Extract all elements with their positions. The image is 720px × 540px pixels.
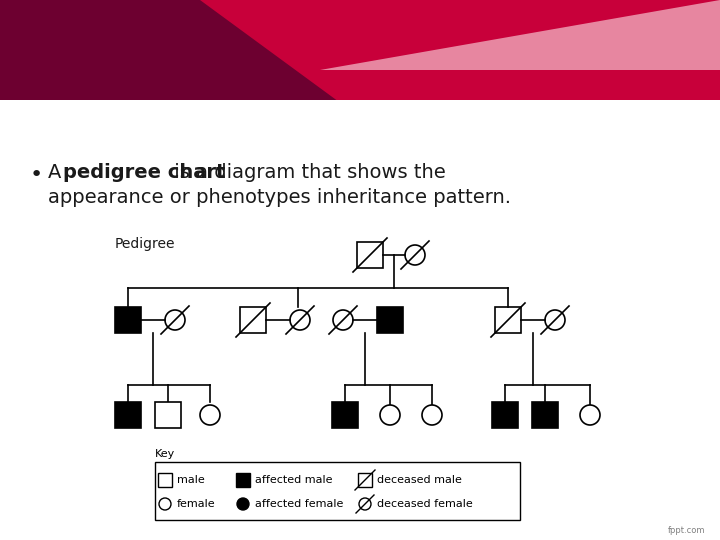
Polygon shape [0, 0, 720, 130]
Bar [115, 402, 141, 428]
Text: Key: Key [155, 449, 175, 459]
Text: appearance or phenotypes inheritance pattern.: appearance or phenotypes inheritance pat… [48, 188, 511, 207]
Text: affected female: affected female [255, 499, 343, 509]
Circle shape [545, 310, 565, 330]
Text: Pedigree: Pedigree [115, 237, 176, 251]
Bar [492, 402, 518, 428]
Bar [532, 402, 558, 428]
Circle shape [359, 498, 371, 510]
Text: deceased female: deceased female [377, 499, 473, 509]
Bar [358, 473, 372, 487]
Circle shape [200, 405, 220, 425]
Bar [155, 402, 181, 428]
Bar [240, 307, 266, 333]
Bar [357, 242, 383, 268]
Text: deceased male: deceased male [377, 475, 462, 485]
Circle shape [580, 405, 600, 425]
Circle shape [380, 405, 400, 425]
Text: pedigree chart: pedigree chart [63, 163, 225, 182]
Text: fppt.com: fppt.com [667, 526, 705, 535]
Circle shape [333, 310, 353, 330]
Text: A: A [48, 163, 68, 182]
Circle shape [165, 310, 185, 330]
Polygon shape [200, 0, 720, 110]
Bar [332, 402, 358, 428]
Bar [155, 462, 520, 520]
Text: is a diagram that shows the: is a diagram that shows the [168, 163, 446, 182]
Circle shape [405, 245, 425, 265]
Text: female: female [177, 499, 215, 509]
Text: male: male [177, 475, 204, 485]
Circle shape [422, 405, 442, 425]
Circle shape [290, 310, 310, 330]
Circle shape [159, 498, 171, 510]
Text: •: • [30, 165, 43, 185]
Bar [236, 473, 250, 487]
Text: affected male: affected male [255, 475, 333, 485]
Bar [377, 307, 403, 333]
Bar [495, 307, 521, 333]
Circle shape [237, 498, 249, 510]
Bar [158, 473, 172, 487]
Bar [115, 307, 141, 333]
Polygon shape [320, 0, 720, 70]
Bar [0, 100, 720, 540]
